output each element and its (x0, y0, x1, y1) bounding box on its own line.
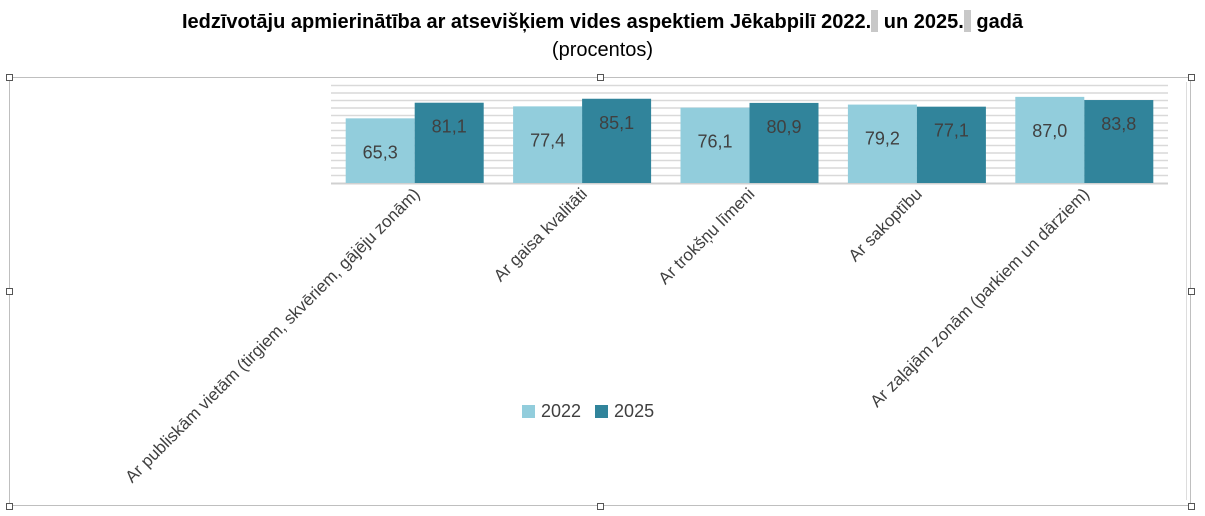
legend-item-2022: 2022 (522, 401, 581, 422)
data-label-2025-1: 81,1 (432, 117, 467, 137)
legend-swatch-2022 (522, 404, 535, 418)
chart-subtitle: (procentos) (551, 39, 654, 61)
data-label-2022-1: 65,3 (363, 142, 398, 162)
text-highlight-mark (963, 10, 971, 32)
legend-label-2025: 2025 (614, 400, 655, 421)
chart-title-part-1: Iedzīvotāju apmierinātība ar atsevišķiem… (181, 11, 872, 33)
legend-swatch-2025 (595, 404, 609, 418)
resize-handle-bottom-left[interactable] (6, 503, 13, 510)
resize-handle-top-left[interactable] (6, 74, 13, 81)
data-label-2022-5: 87,0 (1032, 121, 1067, 141)
chart-title: Iedzīvotāju apmierinātība ar atsevišķiem… (0, 10, 1205, 34)
bar-2025-2 (582, 98, 652, 183)
bar-2022-1 (345, 118, 415, 183)
data-label-2022-2: 77,4 (530, 130, 565, 150)
bars (345, 96, 1154, 183)
data-label-2022-3: 76,1 (697, 132, 732, 152)
legend: 2022 2025 (522, 400, 668, 422)
data-label-2025-4: 77,1 (934, 121, 969, 141)
bar-2022-2 (513, 106, 583, 183)
data-label-2025-2: 85,1 (599, 113, 634, 133)
bar-2025-5 (1084, 100, 1154, 183)
resize-handle-middle-left[interactable] (6, 288, 13, 295)
bar-2022-3 (680, 107, 750, 183)
resize-handle-bottom-right[interactable] (1188, 503, 1195, 510)
data-label-2025-3: 80,9 (766, 117, 801, 137)
text-highlight-mark (871, 10, 879, 32)
category-label-3: Ar trokšņu līmeni (655, 184, 759, 288)
legend-label-2022: 2022 (541, 400, 582, 421)
data-labels: 65,3 77,4 76,1 79,2 87,0 81,1 85,1 80,9 77,1 83,8 (363, 113, 1137, 163)
bar-2025-1 (414, 102, 484, 183)
category-label-4: Ar sakoptību (845, 184, 926, 265)
bar-2025-3 (749, 102, 819, 183)
vertical-scrollbar[interactable] (1186, 82, 1192, 500)
bar-2022-5 (1015, 96, 1085, 183)
resize-handle-top-right[interactable] (1188, 74, 1195, 81)
resize-handle-top-center[interactable] (597, 74, 604, 81)
bar-2022-4 (847, 104, 917, 183)
legend-item-2025: 2025 (595, 401, 654, 422)
resize-handle-middle-right[interactable] (1188, 288, 1195, 295)
category-label-1: Ar publiskām vietām (tirgiem, skvēriem, … (122, 184, 424, 486)
category-labels: Ar publiskām vietām (tirgiem, skvēriem, … (122, 184, 1094, 486)
category-label-2: Ar gaisa kvalitāti (490, 184, 591, 285)
data-label-2022-4: 79,2 (865, 129, 900, 149)
resize-handle-bottom-center[interactable] (597, 503, 604, 510)
chart-title-part-2: un 2025. (878, 11, 964, 33)
data-label-2025-5: 83,8 (1101, 114, 1136, 134)
chart-title-part-3: gadā (970, 11, 1024, 33)
bar-2025-4 (916, 106, 986, 183)
